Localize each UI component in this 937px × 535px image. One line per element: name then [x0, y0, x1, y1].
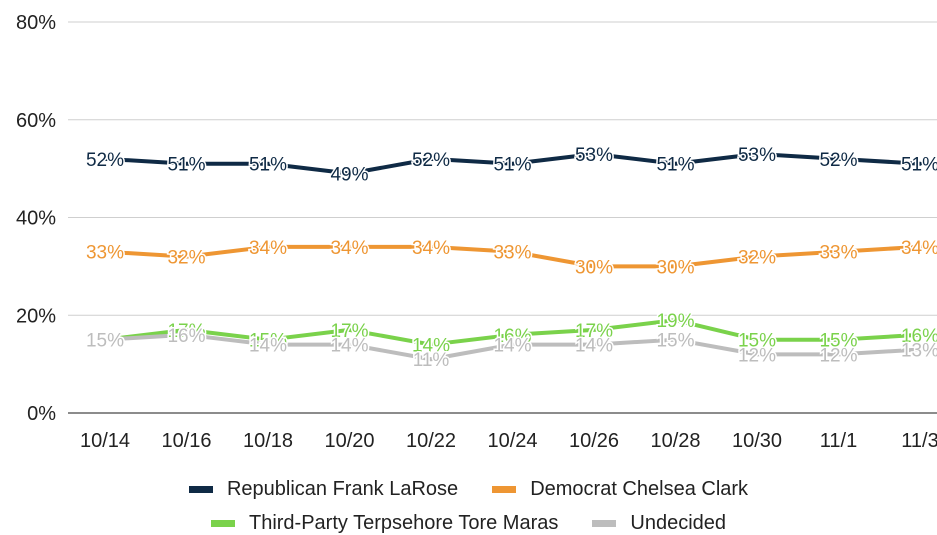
data-label: 15%	[86, 331, 124, 352]
x-tick-label: 10/16	[161, 430, 211, 452]
data-label: 52%	[412, 150, 450, 171]
data-label: 52%	[819, 150, 857, 171]
data-label: 53%	[575, 145, 613, 166]
legend-swatch	[188, 486, 213, 493]
y-tick-label: 60%	[16, 110, 56, 132]
data-label: 12%	[819, 345, 857, 366]
data-label: 16%	[493, 326, 531, 347]
legend-swatch	[492, 486, 517, 493]
legend-label: Third-Party Terpsehore Tore Maras	[248, 512, 559, 534]
data-label: 16%	[901, 326, 937, 347]
data-label: 12%	[738, 345, 776, 366]
data-label: 32%	[738, 248, 776, 269]
legend-item-undecided: Undecided	[592, 512, 726, 535]
x-tick-label: 10/20	[324, 430, 374, 452]
data-label: 53%	[738, 145, 776, 166]
data-label: 34%	[901, 238, 937, 259]
data-label: 15%	[656, 331, 694, 352]
x-tick-label: 11/3	[901, 430, 937, 452]
gridlines	[68, 21, 937, 414]
data-label: 34%	[249, 238, 287, 259]
legend-swatch	[210, 520, 235, 527]
data-label: 33%	[819, 243, 857, 264]
data-label: 52%	[86, 150, 124, 171]
data-label: 15%	[86, 331, 124, 352]
x-tick-label: 10/22	[406, 430, 456, 452]
data-label: 15%	[819, 331, 857, 352]
legend-swatch	[592, 520, 617, 527]
data-label: 33%	[86, 243, 124, 264]
x-tick-label: 10/24	[487, 430, 537, 452]
legend-label: Republican Frank LaRose	[226, 478, 459, 500]
series-line	[103, 332, 922, 362]
data-label: 51%	[901, 155, 937, 176]
data-label: 51%	[167, 155, 205, 176]
legend-item-third-party: Third-Party Terpsehore Tore Maras	[210, 512, 559, 535]
x-tick-label: 11/1	[820, 430, 857, 452]
legend-row-2: Third-Party Terpsehore Tore Maras Undeci…	[0, 512, 937, 535]
x-tick-label: 10/30	[732, 430, 782, 452]
data-label: 11%	[413, 350, 450, 371]
data-label: 14%	[412, 336, 450, 357]
data-label: 13%	[901, 340, 937, 361]
data-label: 14%	[249, 336, 287, 357]
data-label: 16%	[167, 326, 205, 347]
data-label: 49%	[330, 165, 368, 186]
data-label: 30%	[575, 257, 613, 278]
data-label: 14%	[575, 336, 613, 357]
y-tick-label: 40%	[16, 208, 56, 230]
legend-item-republican: Republican Frank LaRose	[188, 478, 459, 501]
series-line	[103, 151, 922, 176]
data-label: 17%	[330, 321, 368, 342]
data-label: 17%	[167, 321, 205, 342]
data-label: 34%	[412, 238, 450, 259]
x-tick-label: 10/26	[569, 430, 619, 452]
data-label: 19%	[656, 311, 694, 332]
data-label: 51%	[493, 155, 531, 176]
x-tick-label: 10/18	[243, 430, 293, 452]
legend-row-1: Republican Frank LaRose Democrat Chelsea…	[0, 478, 937, 501]
legend-label: Undecided	[630, 512, 726, 534]
y-axis-ticks: 0% 20% 40% 60% 80%	[16, 12, 56, 425]
y-tick-label: 0%	[27, 403, 56, 425]
data-label: 33%	[493, 243, 531, 264]
data-labels: 52% 51% 51% 49% 52% 51% 53% 51% 53% 52% 51% 33% 32% 3…	[84, 143, 937, 372]
legend-item-democrat: Democrat Chelsea Clark	[492, 478, 748, 501]
data-label: 30%	[656, 257, 694, 278]
data-label: 51%	[656, 155, 694, 176]
y-tick-label: 80%	[16, 12, 56, 34]
x-axis-ticks: 10/14 10/16 10/18 10/20 10/22 10/24 10/26 10/28…	[80, 430, 937, 452]
series-line	[103, 244, 922, 269]
series-lines	[103, 151, 922, 362]
data-label: 51%	[249, 155, 287, 176]
data-label: 34%	[330, 238, 368, 259]
data-label: 14%	[493, 336, 531, 357]
data-label: 15%	[249, 331, 287, 352]
data-label: 14%	[330, 336, 368, 357]
data-label: 15%	[738, 331, 776, 352]
data-label: 17%	[575, 321, 613, 342]
legend-label: Democrat Chelsea Clark	[530, 478, 749, 500]
series-line	[103, 318, 922, 347]
x-tick-label: 10/28	[650, 430, 700, 452]
data-label: 32%	[167, 248, 205, 269]
x-tick-label: 10/14	[80, 430, 130, 452]
y-tick-label: 20%	[16, 305, 56, 327]
